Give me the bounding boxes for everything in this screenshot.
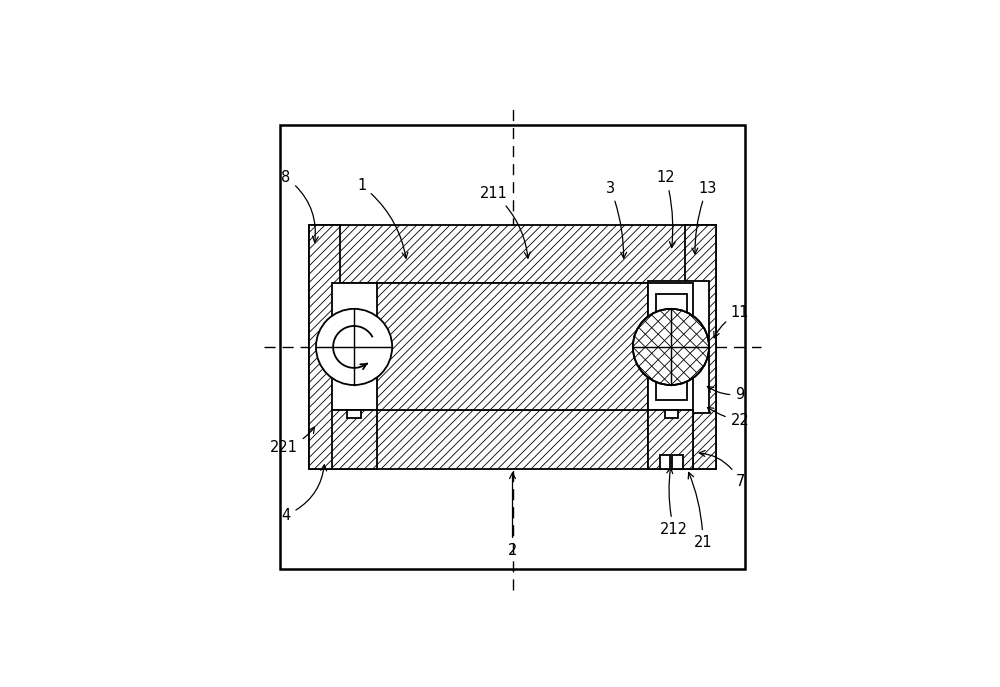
Text: 212: 212 bbox=[660, 467, 688, 537]
Bar bbox=[332, 284, 377, 410]
Text: 211: 211 bbox=[480, 186, 530, 258]
Bar bbox=[672, 455, 683, 469]
Bar bbox=[648, 410, 693, 469]
Bar bbox=[309, 284, 716, 410]
Bar bbox=[280, 125, 745, 569]
Text: 21: 21 bbox=[688, 473, 712, 550]
Text: 2: 2 bbox=[508, 473, 517, 558]
Text: 7: 7 bbox=[699, 451, 745, 489]
Text: 8: 8 bbox=[281, 170, 318, 243]
Text: 3: 3 bbox=[606, 181, 627, 258]
Bar bbox=[656, 294, 687, 400]
Text: 12: 12 bbox=[657, 170, 675, 247]
Text: 221: 221 bbox=[270, 427, 314, 455]
Text: 11: 11 bbox=[714, 305, 749, 338]
Bar bbox=[648, 284, 693, 410]
Text: 4: 4 bbox=[281, 465, 327, 523]
Bar bbox=[665, 410, 678, 418]
Circle shape bbox=[633, 309, 709, 385]
Bar bbox=[309, 225, 340, 469]
Bar bbox=[332, 410, 377, 469]
Bar bbox=[309, 410, 716, 469]
Bar bbox=[347, 410, 361, 418]
Bar bbox=[660, 455, 670, 469]
Circle shape bbox=[316, 309, 392, 385]
Text: 22: 22 bbox=[707, 407, 749, 429]
Text: 1: 1 bbox=[357, 178, 408, 258]
Bar bbox=[648, 410, 693, 469]
Bar bbox=[648, 281, 709, 413]
Bar bbox=[309, 225, 716, 284]
Text: 9: 9 bbox=[707, 387, 745, 402]
Text: 13: 13 bbox=[692, 181, 716, 254]
Bar bbox=[685, 225, 716, 469]
